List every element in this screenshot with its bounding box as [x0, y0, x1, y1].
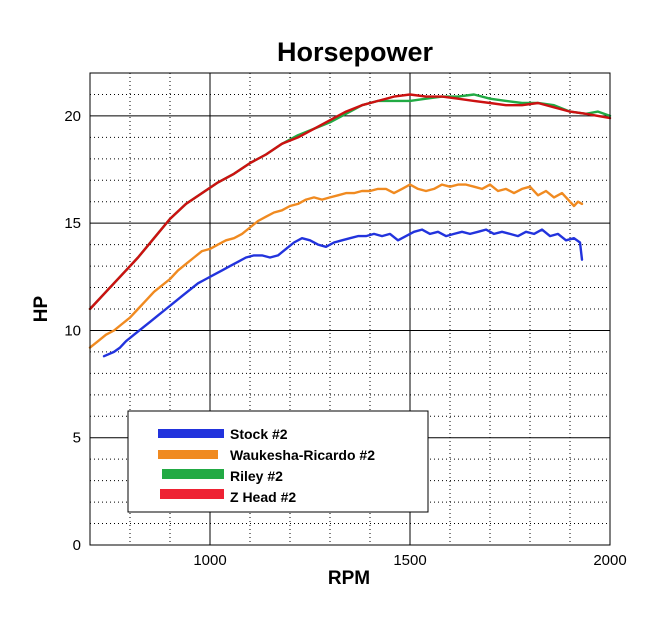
legend-label-waukesha-ricardo: Waukesha-Ricardo #2 [230, 447, 375, 463]
x-tick-label: 2000 [593, 552, 626, 569]
legend-label-riley: Riley #2 [230, 468, 283, 484]
x-tick-label: 1500 [393, 552, 426, 569]
legend-label-stock: Stock #2 [230, 426, 288, 442]
legend-swatch-stock [158, 429, 224, 438]
legend: Stock #2 Waukesha-Ricardo #2 Riley #2 Z … [127, 410, 429, 513]
y-tick-label: 20 [64, 108, 81, 125]
y-tick-label: 10 [64, 322, 81, 339]
series-layer [88, 93, 612, 358]
series-line-z-head-2 [88, 93, 612, 311]
y-axis-label: HP [31, 295, 52, 322]
series-line-stock-2 [102, 228, 584, 358]
y-tick-label: 15 [64, 215, 81, 232]
legend-swatch-riley [162, 469, 224, 479]
y-tick-label: 0 [73, 537, 81, 554]
legend-swatch-z-head [160, 489, 224, 499]
x-axis-label: RPM [328, 568, 370, 589]
series-line-waukesha-ricardo-2 [88, 183, 584, 349]
tick-labels: 1000 1500 2000 0 5 10 15 20 [64, 108, 626, 569]
legend-swatch-waukesha-ricardo [158, 450, 218, 459]
chart-title: Horsepower [277, 37, 434, 67]
legend-label-z-head: Z Head #2 [230, 489, 296, 505]
plot-frame [89, 72, 611, 546]
y-tick-label: 5 [73, 430, 81, 447]
x-tick-label: 1000 [193, 552, 226, 569]
